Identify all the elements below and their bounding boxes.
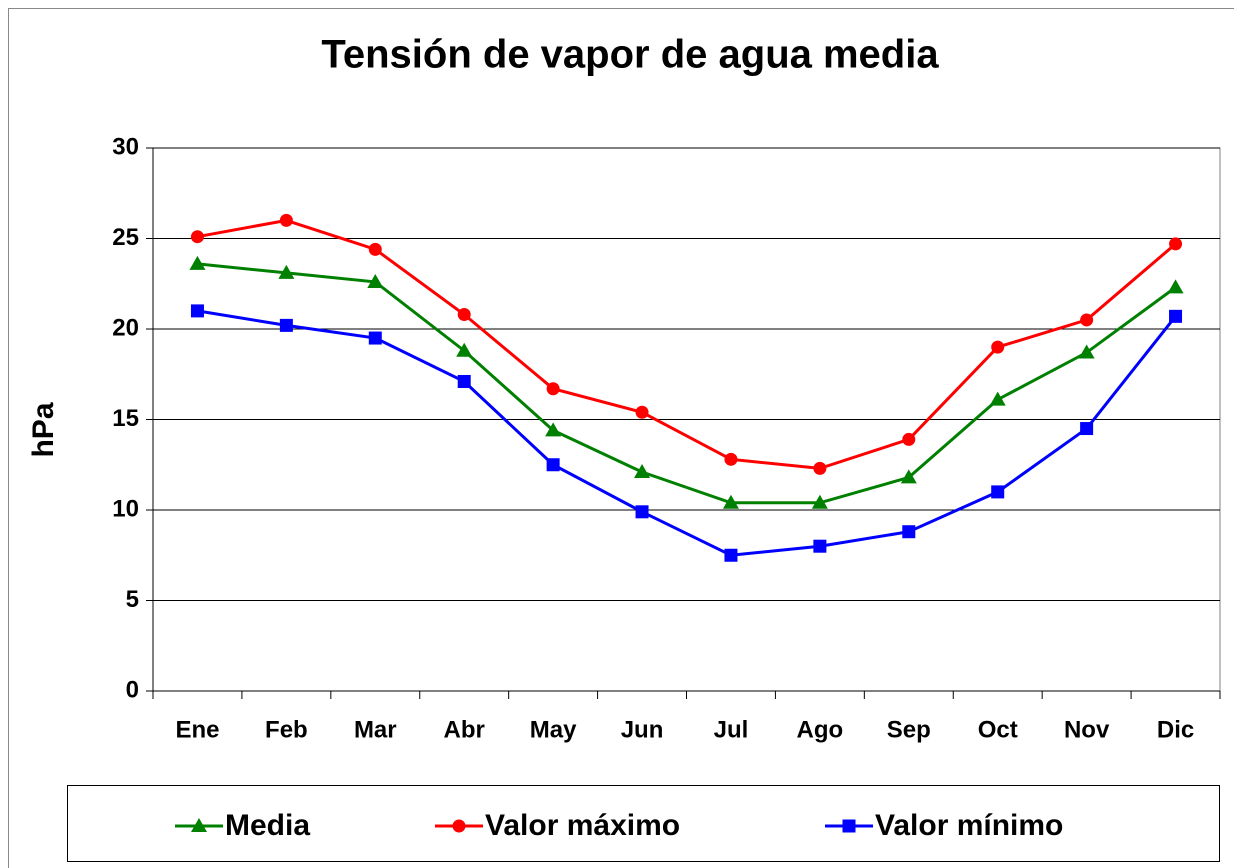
- marker: [991, 340, 1005, 354]
- marker: [1169, 237, 1183, 251]
- y-tick-label: 20: [112, 314, 139, 341]
- x-tick-label: Jun: [621, 716, 664, 743]
- marker: [190, 304, 204, 318]
- marker: [189, 255, 206, 270]
- x-tick-label: Jul: [714, 716, 749, 743]
- x-tick-label: Oct: [978, 716, 1018, 743]
- marker: [279, 213, 293, 227]
- x-tick-label: Ene: [175, 716, 219, 743]
- y-axis-label: hPa: [27, 402, 60, 457]
- marker: [813, 461, 827, 475]
- marker: [545, 422, 562, 437]
- legend-label: Media: [225, 809, 310, 842]
- marker: [191, 818, 207, 832]
- marker: [813, 539, 827, 553]
- marker: [900, 469, 917, 484]
- marker: [457, 374, 471, 388]
- marker: [634, 463, 651, 478]
- x-tick-label: Feb: [265, 716, 308, 743]
- marker: [902, 525, 916, 539]
- x-tick-label: Nov: [1064, 716, 1110, 743]
- marker: [811, 494, 828, 509]
- marker: [902, 432, 916, 446]
- marker: [368, 242, 382, 256]
- marker: [724, 452, 738, 466]
- marker: [456, 342, 473, 357]
- y-tick-label: 10: [112, 495, 139, 522]
- y-tick-label: 5: [126, 586, 139, 613]
- marker: [1078, 344, 1095, 359]
- legend-box: [67, 785, 1220, 862]
- marker: [1167, 279, 1184, 294]
- chart-frame: [8, 8, 1234, 868]
- marker: [367, 273, 384, 288]
- x-tick-label: Sep: [887, 716, 931, 743]
- marker: [1080, 422, 1094, 436]
- marker: [546, 382, 560, 396]
- x-tick-label: Dic: [1157, 716, 1194, 743]
- y-tick-label: 25: [112, 224, 139, 251]
- legend-label: Valor mínimo: [875, 809, 1063, 842]
- x-tick-label: May: [530, 716, 577, 743]
- y-tick-label: 30: [112, 133, 139, 160]
- series-line: [197, 218, 1177, 470]
- y-tick-label: 15: [112, 405, 139, 432]
- marker: [190, 230, 204, 244]
- marker: [635, 505, 649, 519]
- marker: [368, 331, 382, 345]
- x-tick-label: Ago: [797, 716, 844, 743]
- marker: [457, 308, 471, 322]
- x-tick-label: Abr: [444, 716, 485, 743]
- marker: [991, 485, 1005, 499]
- marker: [842, 819, 856, 833]
- x-tick-label: Mar: [354, 716, 397, 743]
- chart-title: Tensión de vapor de agua media: [321, 33, 939, 77]
- series-line: [197, 262, 1177, 505]
- marker: [452, 819, 466, 833]
- marker: [724, 548, 738, 562]
- marker: [546, 458, 560, 472]
- marker: [989, 391, 1006, 406]
- series-line: [197, 309, 1177, 557]
- marker: [1169, 309, 1183, 323]
- y-tick-label: 0: [126, 676, 139, 703]
- marker: [278, 264, 295, 279]
- marker: [635, 405, 649, 419]
- marker: [1080, 313, 1094, 327]
- legend-label: Valor máximo: [485, 809, 680, 842]
- marker: [279, 318, 293, 332]
- marker: [722, 494, 739, 509]
